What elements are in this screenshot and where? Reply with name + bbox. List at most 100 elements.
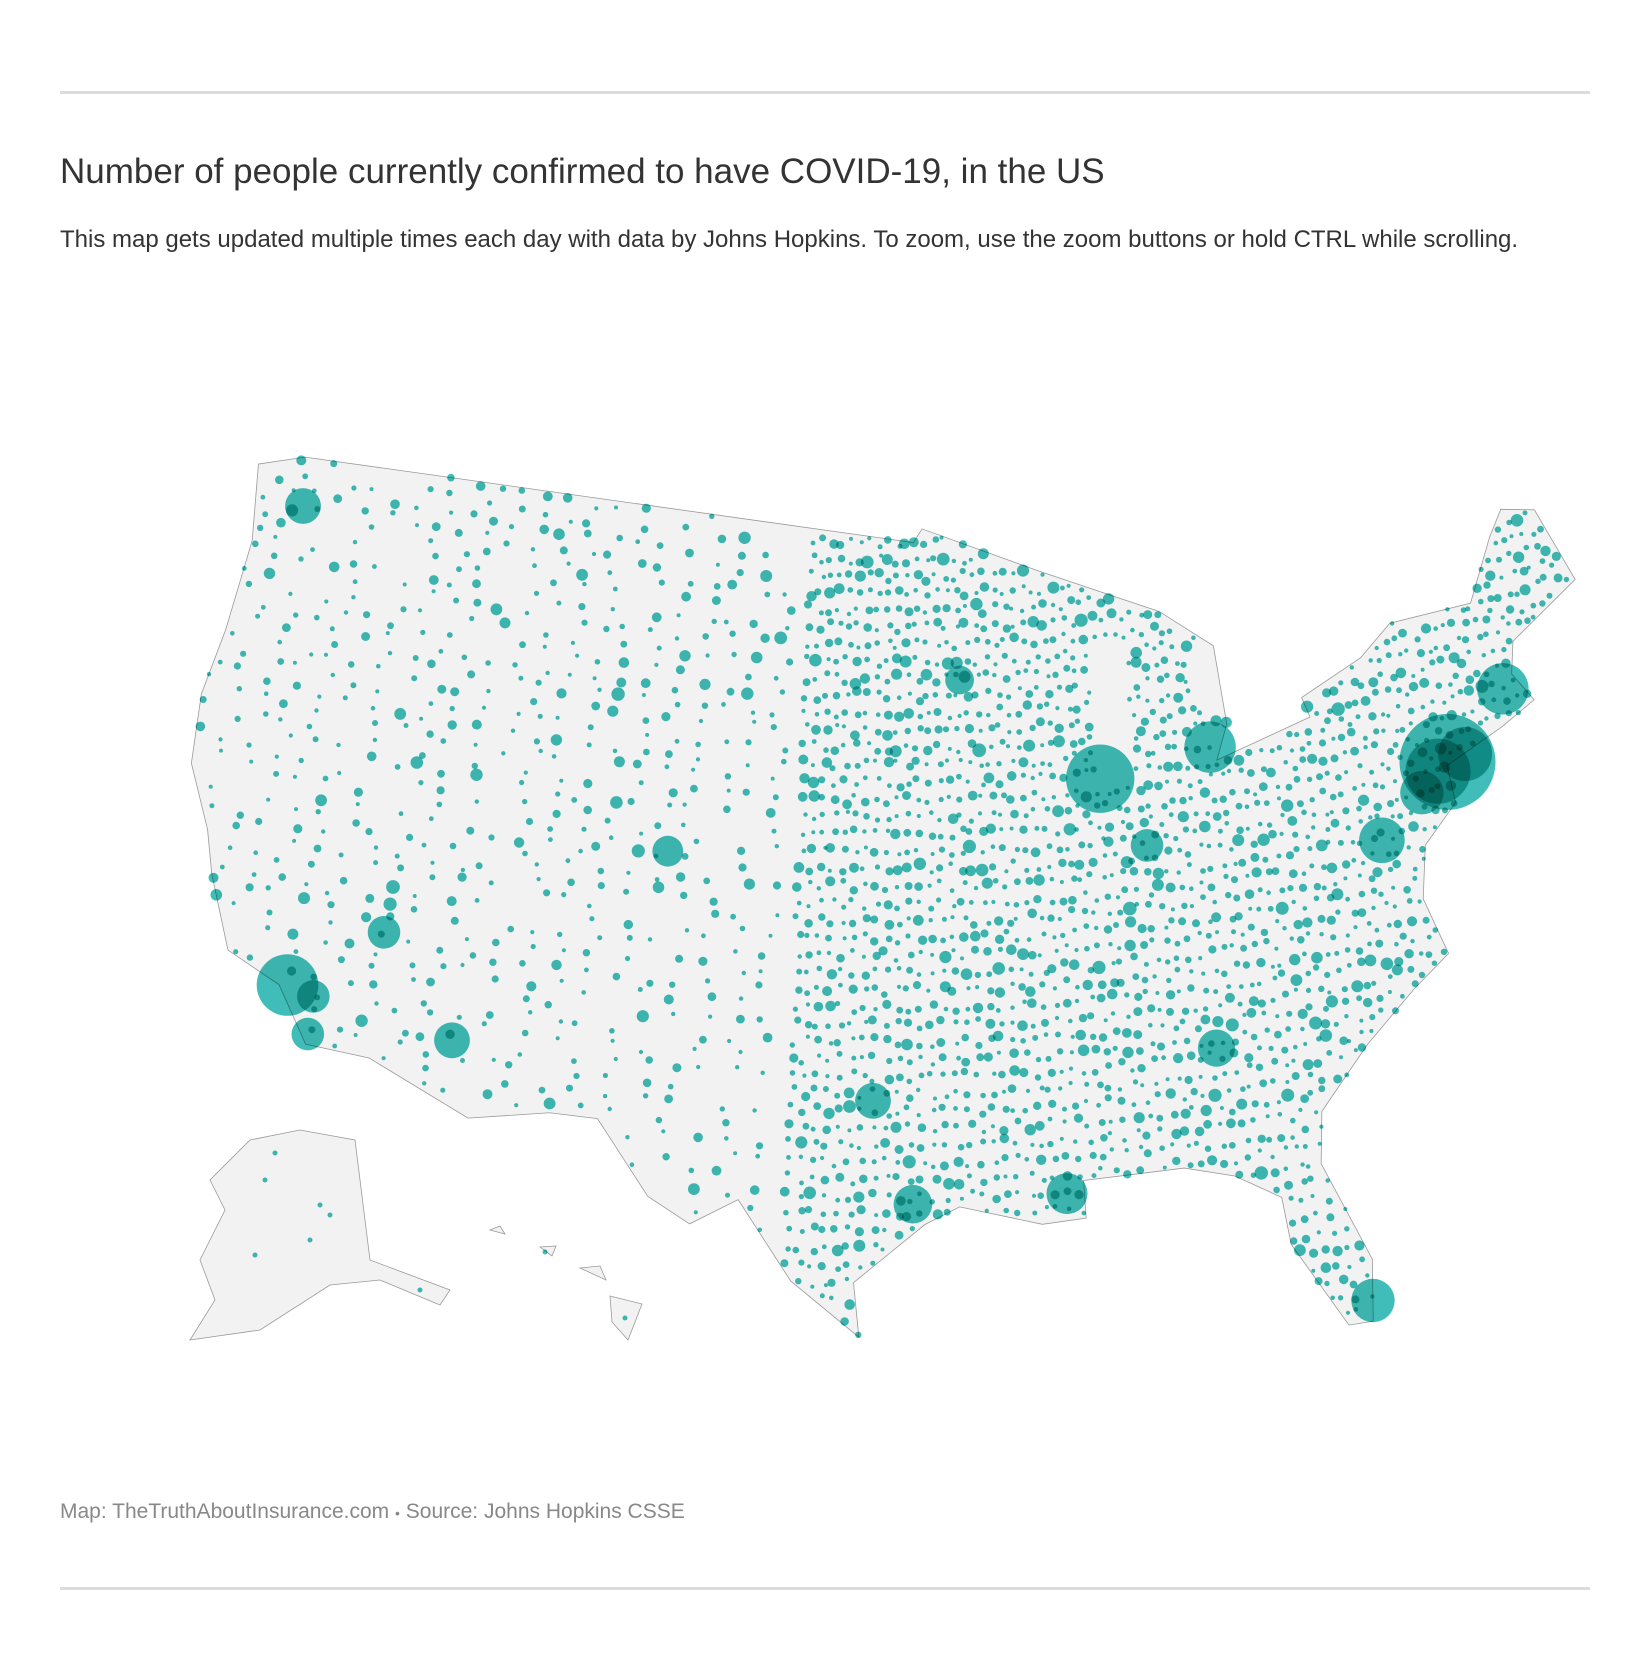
county-bubble[interactable]	[1240, 1086, 1246, 1092]
county-bubble[interactable]	[750, 710, 756, 715]
county-bubble[interactable]	[1330, 754, 1339, 763]
county-bubble[interactable]	[1240, 932, 1245, 937]
county-bubble[interactable]	[1259, 748, 1264, 753]
county-bubble[interactable]	[850, 730, 860, 741]
county-bubble[interactable]	[1021, 584, 1026, 589]
county-bubble[interactable]	[999, 592, 1004, 596]
county-bubble[interactable]	[1307, 1089, 1314, 1096]
county-bubble[interactable]	[1393, 919, 1403, 929]
county-bubble[interactable]	[861, 797, 870, 807]
county-bubble[interactable]	[1245, 1137, 1252, 1144]
county-bubble[interactable]	[1063, 664, 1071, 672]
county-bubble[interactable]	[492, 938, 500, 947]
county-bubble[interactable]	[1115, 895, 1121, 900]
county-bubble[interactable]	[957, 1143, 965, 1151]
county-bubble[interactable]	[1154, 611, 1162, 619]
county-bubble[interactable]	[711, 1165, 722, 1176]
county-bubble[interactable]	[1072, 1102, 1080, 1110]
county-bubble[interactable]	[557, 931, 563, 938]
county-bubble[interactable]	[347, 980, 354, 987]
county-bubble[interactable]	[941, 1120, 949, 1129]
county-bubble[interactable]	[681, 591, 691, 602]
county-bubble[interactable]	[902, 1155, 916, 1169]
county-bubble[interactable]	[675, 872, 686, 882]
county-bubble[interactable]	[1147, 1004, 1156, 1013]
county-bubble[interactable]	[739, 925, 746, 932]
county-bubble[interactable]	[916, 813, 921, 819]
county-bubble[interactable]	[1392, 859, 1401, 869]
county-bubble[interactable]	[943, 1178, 955, 1190]
county-bubble[interactable]	[1245, 826, 1250, 831]
county-bubble[interactable]	[826, 657, 831, 662]
county-bubble[interactable]	[954, 587, 961, 594]
county-bubble[interactable]	[1265, 868, 1273, 876]
county-bubble[interactable]	[469, 952, 477, 959]
county-bubble[interactable]	[1141, 663, 1151, 672]
county-bubble[interactable]	[273, 534, 278, 539]
county-bubble[interactable]	[856, 1124, 864, 1131]
county-bubble[interactable]	[456, 566, 462, 573]
county-bubble[interactable]	[937, 643, 942, 648]
county-bubble[interactable]	[741, 687, 754, 700]
county-bubble[interactable]	[896, 695, 902, 700]
county-bubble[interactable]	[1125, 916, 1137, 928]
county-bubble[interactable]	[1460, 607, 1467, 613]
county-bubble[interactable]	[848, 919, 857, 928]
county-bubble[interactable]	[428, 701, 434, 706]
county-bubble[interactable]	[390, 510, 396, 516]
county-bubble[interactable]	[1137, 923, 1147, 934]
county-bubble[interactable]	[270, 552, 278, 560]
county-bubble[interactable]	[544, 1001, 552, 1009]
county-bubble[interactable]	[227, 845, 233, 850]
county-bubble[interactable]	[1126, 609, 1132, 615]
county-bubble[interactable]	[594, 659, 601, 665]
county-bubble[interactable]	[622, 1315, 628, 1321]
county-bubble[interactable]	[768, 933, 773, 938]
county-bubble[interactable]	[906, 762, 915, 771]
county-bubble[interactable]	[639, 831, 644, 836]
county-bubble[interactable]	[604, 817, 611, 824]
county-bubble[interactable]	[803, 1186, 816, 1200]
county-bubble[interactable]	[735, 1065, 740, 1070]
county-bubble[interactable]	[522, 798, 528, 805]
county-bubble[interactable]	[1168, 812, 1174, 818]
county-bubble[interactable]	[1294, 731, 1300, 738]
county-bubble[interactable]	[1336, 967, 1342, 974]
county-bubble[interactable]	[992, 1030, 1004, 1042]
county-bubble[interactable]	[1058, 607, 1063, 612]
county-bubble[interactable]	[518, 487, 526, 494]
county-bubble[interactable]	[1075, 599, 1082, 605]
county-bubble[interactable]	[963, 1091, 971, 1099]
county-bubble[interactable]	[597, 882, 605, 890]
county-bubble[interactable]	[1150, 621, 1159, 631]
county-bubble[interactable]	[1287, 885, 1294, 892]
county-bubble[interactable]	[1007, 730, 1012, 735]
county-bubble[interactable]	[620, 640, 628, 648]
county-bubble[interactable]	[980, 1092, 986, 1099]
county-bubble[interactable]	[1291, 1072, 1300, 1080]
county-bubble[interactable]	[1329, 686, 1339, 696]
county-bubble[interactable]	[940, 1071, 946, 1077]
county-bubble[interactable]	[1062, 1119, 1067, 1124]
county-bubble[interactable]	[682, 802, 687, 807]
county-bubble[interactable]	[1033, 895, 1042, 904]
county-bubble[interactable]	[1130, 646, 1142, 659]
county-bubble[interactable]	[745, 673, 752, 681]
county-bubble[interactable]	[1024, 867, 1030, 873]
county-bubble[interactable]	[891, 653, 902, 664]
county-bubble[interactable]	[543, 889, 551, 897]
county-bubble[interactable]	[1062, 998, 1072, 1008]
county-bubble[interactable]	[916, 1087, 921, 1093]
county-bubble[interactable]	[1110, 978, 1120, 988]
county-bubble[interactable]	[1186, 1143, 1191, 1148]
county-bubble[interactable]	[1160, 656, 1169, 664]
county-bubble[interactable]	[1199, 787, 1211, 798]
county-bubble[interactable]	[1304, 728, 1313, 736]
county-bubble[interactable]	[834, 608, 840, 613]
county-bubble[interactable]	[822, 986, 833, 997]
county-bubble[interactable]	[629, 1162, 635, 1167]
county-bubble[interactable]	[324, 890, 330, 896]
county-bubble[interactable]	[976, 711, 983, 718]
county-bubble[interactable]	[1082, 979, 1093, 991]
county-bubble[interactable]	[327, 901, 335, 909]
